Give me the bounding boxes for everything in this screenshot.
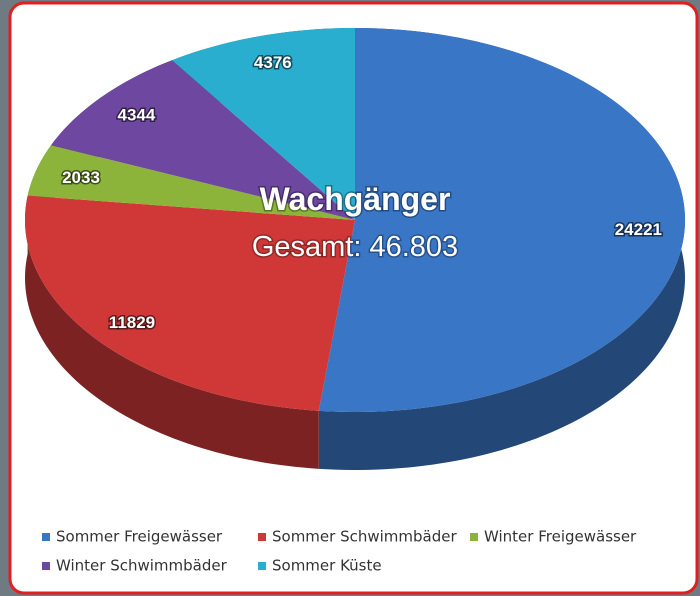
data-label: 4376 bbox=[254, 53, 292, 72]
chart-subtitle: Gesamt: 46.803 bbox=[252, 231, 458, 263]
data-label: 4344 bbox=[118, 106, 156, 125]
legend-label: Winter Schwimmbäder bbox=[56, 557, 228, 575]
legend-label: Winter Freigewässer bbox=[484, 528, 637, 546]
data-label: 24221 bbox=[615, 220, 662, 239]
legend-label: Sommer Freigewässer bbox=[56, 528, 223, 546]
legend-swatch bbox=[42, 533, 50, 541]
chart-title: Wachgänger bbox=[260, 181, 451, 217]
legend-swatch bbox=[42, 562, 50, 570]
legend-swatch bbox=[258, 533, 266, 541]
legend-swatch bbox=[258, 562, 266, 570]
legend-label: Sommer Schwimmbäder bbox=[272, 528, 457, 546]
chart: 24221 11829 2033 4344 4376 Wachgänger Gesamt… bbox=[0, 0, 700, 596]
legend-swatch bbox=[470, 533, 478, 541]
data-label: 2033 bbox=[62, 168, 100, 187]
legend-label: Sommer Küste bbox=[272, 557, 382, 575]
data-label: 11829 bbox=[109, 313, 155, 332]
